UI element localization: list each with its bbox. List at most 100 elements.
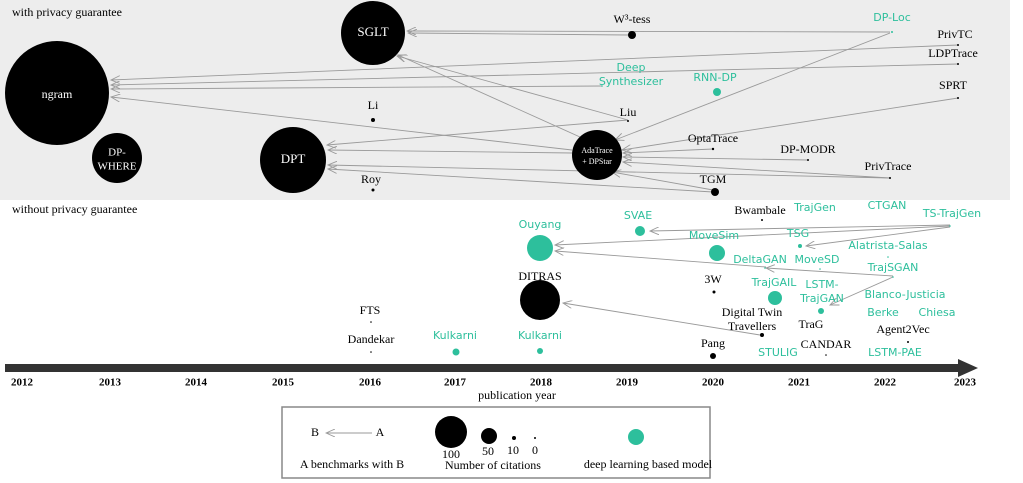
node-label: ngram	[42, 87, 73, 101]
year-label: 2019	[616, 377, 639, 389]
node-label: FTS	[360, 303, 381, 317]
node-circle	[713, 88, 721, 96]
node-label: MoveSD	[795, 253, 840, 266]
node-label: Digital Twin	[722, 305, 783, 319]
node-label: DITRAS	[518, 269, 561, 283]
year-label: 2013	[99, 377, 122, 389]
node-label: WHERE	[97, 161, 136, 173]
axis-label: publication year	[478, 388, 556, 402]
node-circle	[92, 133, 142, 183]
node-circle	[628, 31, 636, 39]
node-label: DP-	[108, 147, 126, 159]
legend-size-label: 0	[532, 443, 538, 457]
legend-text: deep learning based model	[584, 457, 713, 471]
node-circle	[710, 353, 716, 359]
node-circle	[764, 267, 766, 269]
node-circle	[260, 127, 326, 193]
legend-size	[435, 416, 467, 448]
node-circle	[341, 1, 405, 65]
node-label: Li	[368, 98, 379, 112]
node-circle	[5, 41, 109, 145]
node-label: Synthesizer	[599, 75, 664, 88]
region-label: without privacy guarantee	[12, 202, 137, 216]
node-label: DP-MODR	[780, 142, 835, 156]
node-label: SVAE	[624, 209, 652, 222]
node-label: Bwambale	[734, 203, 785, 217]
node-circle	[370, 321, 372, 323]
node-label: PrivTrace	[865, 159, 912, 173]
node-label: Agent2Vec	[876, 322, 929, 336]
arrows	[111, 31, 959, 336]
year-label: 2023	[954, 377, 977, 389]
node-circle	[807, 159, 809, 161]
node-label: LSTM-	[805, 278, 838, 291]
node-circle	[711, 147, 715, 151]
node-label: MoveSim	[689, 229, 739, 242]
node-circle	[371, 118, 375, 122]
node-label: Kulkarni	[433, 329, 477, 342]
time-axis	[5, 359, 978, 377]
node-label: CTGAN	[868, 199, 907, 212]
legend-dl	[628, 429, 644, 445]
node-label: Roy	[361, 172, 381, 186]
node-label: Blanco-Justicia	[864, 288, 945, 301]
legend-size-label: 50	[482, 444, 494, 458]
node-label: TGM	[700, 172, 727, 186]
node-label: SPRT	[939, 78, 968, 92]
legend-box	[281, 406, 711, 479]
node-circle	[627, 120, 629, 122]
node-label: STULIG	[758, 346, 798, 359]
node-circle	[371, 188, 375, 192]
node-circle	[889, 177, 891, 179]
year-label: 2015	[272, 377, 295, 389]
node-label: OptaTrace	[688, 131, 738, 145]
node-circle	[907, 341, 909, 343]
node-circle	[891, 31, 893, 33]
node-circle	[711, 188, 719, 196]
node-label: TraG	[799, 317, 824, 331]
node-circle	[537, 348, 543, 354]
node-circle	[761, 219, 763, 221]
private-region	[0, 0, 1010, 200]
node-label: AdaTrace	[581, 146, 613, 155]
node-label: PrivTC	[937, 27, 972, 41]
node-label: DeltaGAN	[733, 253, 787, 266]
node-circle	[957, 97, 959, 99]
node-label: Liu	[620, 105, 637, 119]
year-label: 2014	[185, 377, 208, 389]
node-label: TSG	[786, 227, 809, 240]
node-circle	[819, 268, 821, 270]
node-circle	[825, 354, 827, 356]
node-label: CANDAR	[801, 337, 852, 351]
node-circle	[527, 235, 553, 261]
node-circle	[818, 308, 824, 314]
node-label: TrajGAN	[799, 292, 844, 305]
node-circle	[768, 291, 782, 305]
legend-text: A benchmarks with B	[300, 457, 404, 471]
legend-size	[481, 428, 497, 444]
node-label: SGLT	[357, 24, 388, 39]
year-label: 2018	[530, 377, 553, 389]
year-label: 2021	[788, 377, 810, 389]
node-label: TrajGAIL	[751, 276, 798, 289]
node-label: Pang	[701, 336, 725, 350]
legend-size-label: 10	[507, 443, 519, 457]
node-label: TrajGen	[793, 201, 836, 214]
node-label: LSTM-PAE	[868, 346, 922, 359]
node-label: Dandekar	[348, 332, 395, 346]
legend-size	[512, 436, 516, 440]
node-label: TrajSGAN	[867, 261, 919, 274]
node-circle	[887, 256, 889, 258]
legend-text: B	[311, 425, 319, 439]
node-label: 3W	[704, 272, 722, 286]
node-label: Chiesa	[919, 306, 956, 319]
node-circle	[601, 85, 603, 87]
node-circle	[635, 226, 645, 236]
node-label: RNN-DP	[693, 71, 737, 84]
node-circle	[370, 351, 372, 353]
node-label: + DPStar	[582, 157, 612, 166]
node-label: Berke	[867, 306, 899, 319]
year-label: 2012	[11, 377, 34, 389]
node-circle	[452, 348, 460, 356]
region-label: with privacy guarantee	[12, 5, 122, 19]
